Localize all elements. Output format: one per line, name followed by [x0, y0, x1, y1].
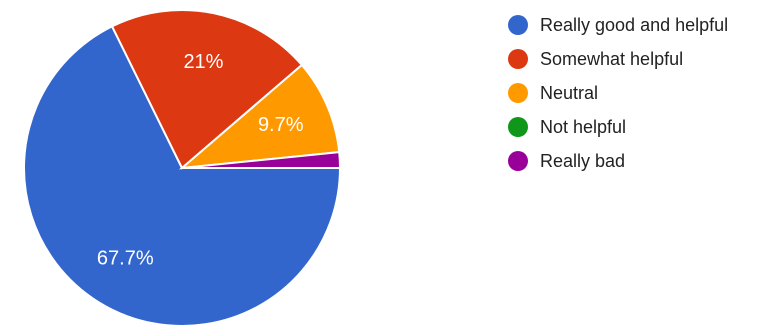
legend-label-really-bad: Really bad: [540, 150, 626, 171]
slice-label-somewhat-helpful: 21%: [183, 51, 223, 73]
pie-slice-neutral[interactable]: [178, 63, 341, 170]
legend-swatch-neutral: [508, 83, 528, 103]
legend-swatch-really-bad: [508, 151, 528, 171]
legend-item-really-bad[interactable]: Really bad: [508, 144, 728, 178]
pie-svg: 67.7% 21% 9.7%: [23, 9, 342, 327]
pie-slice-really-good-and-helpful[interactable]: [23, 24, 342, 327]
legend-item-really-good[interactable]: Really good and helpful: [508, 8, 728, 42]
pie-slice-really-bad[interactable]: [181, 151, 342, 169]
legend: Really good and helpful Somewhat helpful…: [508, 8, 728, 178]
pie-slice-somewhat-helpful[interactable]: [110, 9, 304, 170]
legend-label-really-good: Really good and helpful: [540, 14, 729, 35]
legend-item-not-helpful[interactable]: Not helpful: [508, 110, 728, 144]
slice-label-neutral: 9.7%: [258, 114, 304, 136]
legend-item-neutral[interactable]: Neutral: [508, 76, 728, 110]
legend-item-somewhat-helpful[interactable]: Somewhat helpful: [508, 42, 728, 76]
legend-label-neutral: Neutral: [540, 82, 599, 103]
legend-label-not-helpful: Not helpful: [540, 116, 627, 137]
slice-label-really-good-and-helpful: 67.7%: [97, 248, 154, 270]
legend-swatch-somewhat-helpful: [508, 49, 528, 69]
legend-swatch-not-helpful: [508, 117, 528, 137]
legend-swatch-really-good: [508, 15, 528, 35]
legend-label-somewhat-helpful: Somewhat helpful: [540, 48, 684, 69]
